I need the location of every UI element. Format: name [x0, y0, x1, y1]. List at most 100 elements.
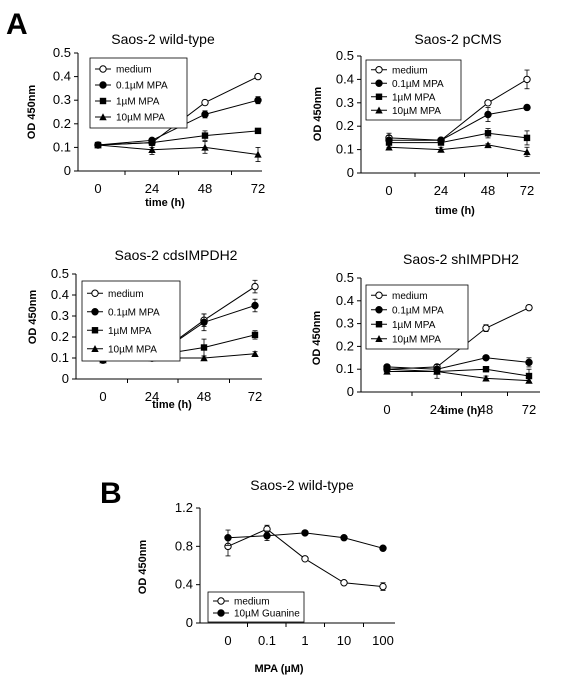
data-point — [200, 318, 208, 326]
series-line — [387, 370, 530, 382]
series-1-m-mpa — [385, 128, 531, 148]
x-axis-label: time (h) — [441, 405, 481, 417]
y-axis-label: OD 450nm — [137, 540, 149, 595]
y-tick-label: 0.2 — [336, 118, 354, 133]
legend-marker — [375, 335, 383, 342]
y-tick-label: 0.8 — [175, 538, 193, 553]
x-tick-label: 72 — [522, 402, 536, 417]
legend-label: 10µM MPA — [108, 344, 157, 355]
x-tick-label: 48 — [197, 389, 211, 404]
y-axis-label: OD 450nm — [311, 311, 323, 366]
data-point — [201, 98, 209, 107]
legend-marker — [375, 79, 383, 87]
series-line — [388, 78, 528, 141]
data-point — [437, 139, 445, 146]
panel-label-a: A — [6, 8, 28, 41]
x-axis-label: time (h) — [435, 205, 475, 217]
series-line — [389, 106, 528, 141]
data-point — [379, 544, 387, 552]
chart-shimpdh2-time: Saos-2 shIMPDH2 time (h) OD 450nm 0 0.1 0.… — [311, 251, 540, 417]
x-tick-label: 48 — [481, 183, 495, 198]
data-point — [379, 582, 387, 591]
y-tick-label: 0 — [347, 165, 354, 180]
y-tick-label: 0.2 — [336, 338, 354, 353]
legend-marker — [99, 81, 107, 89]
y-tick-label: 0.4 — [336, 71, 354, 86]
x-tick-label: 72 — [248, 389, 262, 404]
series-10-m-mpa — [94, 141, 262, 162]
legend-marker — [91, 327, 99, 334]
legend-label: 0.1µM MPA — [108, 307, 160, 318]
data-point — [94, 141, 102, 149]
series-10-m-guanine — [224, 529, 387, 552]
data-point — [340, 579, 348, 587]
y-tick-label: 0 — [186, 615, 193, 630]
legend-label: medium — [234, 597, 270, 608]
data-point — [301, 529, 309, 537]
y-axis-label: OD 450nm — [27, 290, 39, 345]
legend-marker — [91, 289, 99, 297]
data-point — [224, 534, 232, 542]
data-point — [200, 344, 208, 351]
data-point — [523, 75, 531, 84]
data-point — [254, 72, 262, 81]
y-tick-label: 0.3 — [51, 308, 69, 323]
y-tick-label: 0.2 — [51, 329, 69, 344]
legend-box — [207, 591, 305, 623]
legend-marker — [375, 66, 383, 74]
legend-label: 1µM MPA — [108, 326, 152, 337]
data-point — [251, 282, 259, 291]
y-tick-label: 0 — [347, 384, 354, 399]
x-tick-label: 0 — [224, 633, 231, 648]
legend-marker — [91, 345, 99, 352]
legend-label: 1µM MPA — [116, 97, 160, 108]
y-tick-label: 0.4 — [336, 293, 354, 308]
y-tick-label: 0.4 — [51, 287, 69, 302]
series-10-m-mpa — [385, 141, 531, 158]
data-point — [340, 534, 348, 542]
x-tick-label: 1 — [301, 633, 308, 648]
legend-label: medium — [392, 291, 428, 302]
data-point — [254, 127, 262, 135]
data-point — [263, 532, 271, 540]
y-tick-label: 0.5 — [53, 45, 71, 60]
y-tick-label: 0.5 — [336, 48, 354, 63]
y-tick-label: 0.5 — [51, 266, 69, 281]
data-point — [385, 143, 393, 151]
legend-marker — [375, 306, 383, 314]
series-line — [386, 368, 530, 377]
legend-label: 0.1µM MPA — [116, 81, 168, 92]
y-tick-label: 0.1 — [51, 350, 69, 365]
x-tick-label: 24 — [145, 389, 159, 404]
y-axis-label: OD 450nm — [26, 85, 38, 140]
data-point — [525, 303, 533, 312]
data-point — [484, 130, 492, 137]
data-point — [523, 103, 531, 112]
data-point — [383, 367, 391, 375]
x-tick-label: 0 — [94, 181, 101, 196]
legend: medium 0.1µM MPA 1µM MPA 10µM MPA — [365, 284, 469, 350]
legend: medium 0.1µM MPA 1µM MPA 10µM MPA — [365, 59, 462, 121]
data-point — [148, 146, 156, 153]
legend-marker — [375, 291, 383, 299]
y-tick-label: 0.3 — [53, 92, 71, 107]
x-axis-label: MPA (µM) — [254, 663, 303, 675]
data-point — [251, 350, 259, 357]
y-tick-label: 0.1 — [336, 361, 354, 376]
y-tick-label: 0.1 — [336, 142, 354, 157]
data-point — [482, 354, 490, 362]
series-line — [97, 144, 259, 155]
chart-pcms-time: Saos-2 pCMS time (h) OD 450nm 0 0.1 0.2 0.3… — [312, 31, 540, 217]
x-tick-label: 72 — [520, 183, 534, 198]
data-point — [482, 366, 490, 373]
data-point — [525, 372, 533, 380]
data-point — [484, 110, 492, 119]
y-tick-label: 0.4 — [175, 577, 193, 592]
series-10-m-mpa — [383, 367, 533, 384]
x-tick-label: 10 — [337, 633, 351, 648]
legend-label: 1µM MPA — [392, 320, 436, 331]
legend-label: 1µM MPA — [392, 92, 436, 103]
legend-marker — [217, 609, 225, 617]
x-tick-label: 24 — [145, 181, 159, 196]
chart-title: Saos-2 wild-type — [111, 31, 215, 47]
